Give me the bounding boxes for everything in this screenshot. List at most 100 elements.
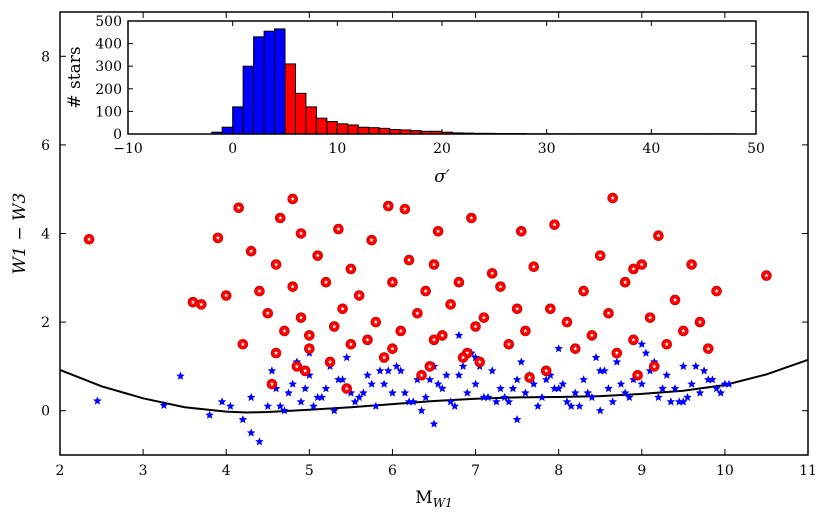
normal-star-point — [679, 397, 688, 406]
normal-star-point — [454, 370, 464, 379]
excess-star-point — [661, 338, 673, 350]
histogram-bar — [294, 92, 307, 135]
excess-star-point — [328, 321, 340, 332]
inset-y-tick-label: 300 — [95, 59, 122, 75]
normal-star-point — [587, 392, 597, 402]
normal-star-point — [346, 388, 356, 397]
normal-star-point — [450, 401, 460, 410]
normal-star-point — [637, 339, 647, 348]
inset-y-tick-label: 200 — [95, 82, 122, 98]
normal-star-point — [342, 353, 351, 362]
excess-star-point — [345, 338, 357, 350]
normal-star-point — [458, 361, 468, 370]
excess-star-point — [432, 225, 444, 237]
excess-star-point — [320, 276, 332, 288]
inset-x-tick-label: 50 — [747, 141, 765, 157]
normal-star-point — [93, 396, 102, 405]
normal-star-point — [246, 428, 256, 437]
excess-star-point — [466, 212, 477, 224]
histogram-bar — [221, 126, 234, 135]
normal-star-point — [413, 375, 422, 384]
excess-star-point — [524, 372, 535, 383]
excess-star-point — [648, 361, 660, 372]
excess-star-point — [437, 330, 448, 341]
y-axis-label: W1 − W3 — [10, 193, 30, 275]
excess-star-point — [628, 334, 639, 346]
normal-star-point — [276, 401, 285, 410]
inset-x-tick-label: −10 — [113, 141, 143, 157]
normal-star-point — [591, 353, 601, 362]
x-axis-label: MW1 — [415, 488, 452, 510]
normal-star-point — [595, 406, 605, 415]
normal-star-point — [616, 379, 626, 388]
excess-star-point — [711, 285, 722, 297]
normal-star-point — [496, 384, 505, 393]
normal-star-point — [645, 366, 655, 375]
excess-star-point — [420, 285, 431, 297]
normal-star-point — [284, 388, 293, 397]
normal-star-point — [367, 379, 376, 388]
histogram-bar — [253, 36, 265, 135]
normal-star-point — [442, 370, 451, 379]
excess-star-point — [636, 259, 648, 270]
normal-star-point — [408, 397, 418, 406]
inset-y-tick-label: 0 — [113, 127, 122, 143]
normal-star-point — [396, 366, 405, 375]
normal-star-point — [720, 379, 730, 388]
normal-star-point — [309, 401, 318, 410]
inset-x-tick-label: 40 — [642, 141, 660, 157]
excess-star-point — [607, 192, 618, 204]
excess-star-point — [312, 250, 323, 261]
excess-star-point — [520, 325, 531, 337]
excess-star-point — [212, 232, 224, 244]
histogram-bar — [274, 28, 286, 135]
excess-star-point — [428, 259, 440, 270]
excess-star-point — [678, 325, 689, 337]
normal-star-point — [263, 401, 273, 410]
excess-star-point — [515, 225, 527, 237]
inset-x-tick-label: 20 — [433, 141, 451, 157]
normal-star-point — [579, 375, 588, 384]
excess-star-point — [83, 233, 95, 245]
excess-star-point — [304, 330, 315, 341]
excess-star-point — [528, 261, 540, 273]
histogram-bar — [347, 124, 359, 135]
excess-star-point — [270, 347, 282, 359]
x-tick-label: 8 — [554, 463, 563, 479]
excess-star-point — [611, 347, 623, 359]
normal-star-point — [217, 397, 227, 406]
normal-star-point — [226, 401, 235, 410]
excess-star-point — [324, 356, 336, 368]
excess-star-point — [495, 281, 506, 292]
normal-star-point — [533, 401, 543, 410]
excess-star-point — [628, 263, 639, 275]
y-tick-label: 0 — [41, 404, 50, 420]
normal-star-point — [620, 388, 630, 397]
excess-star-point — [220, 290, 232, 301]
normal-star-point — [687, 379, 696, 388]
normal-star-point — [334, 375, 343, 384]
excess-star-point — [761, 270, 772, 281]
excess-star-point — [503, 338, 515, 350]
normal-star-point — [463, 388, 472, 397]
normal-star-point — [321, 384, 331, 393]
excess-stars-layer — [83, 192, 772, 394]
normal-star-point — [625, 392, 634, 402]
normal-star-point — [296, 397, 306, 406]
normal-star-point — [359, 388, 368, 397]
x-tick-label: 5 — [305, 463, 314, 479]
excess-star-point — [594, 250, 606, 261]
inset-y-tick-label: 100 — [95, 104, 122, 120]
excess-star-point — [295, 228, 307, 239]
x-tick-label: 10 — [716, 463, 734, 479]
normal-star-point — [384, 366, 393, 375]
excess-star-point — [549, 219, 560, 230]
inset-y-tick-label: 500 — [95, 14, 122, 30]
excess-star-point — [345, 263, 357, 275]
excess-star-point — [511, 303, 523, 315]
excess-star-point — [366, 234, 377, 246]
histogram-bar — [378, 127, 391, 135]
excess-star-point — [399, 203, 411, 215]
normal-star-point — [712, 384, 721, 393]
